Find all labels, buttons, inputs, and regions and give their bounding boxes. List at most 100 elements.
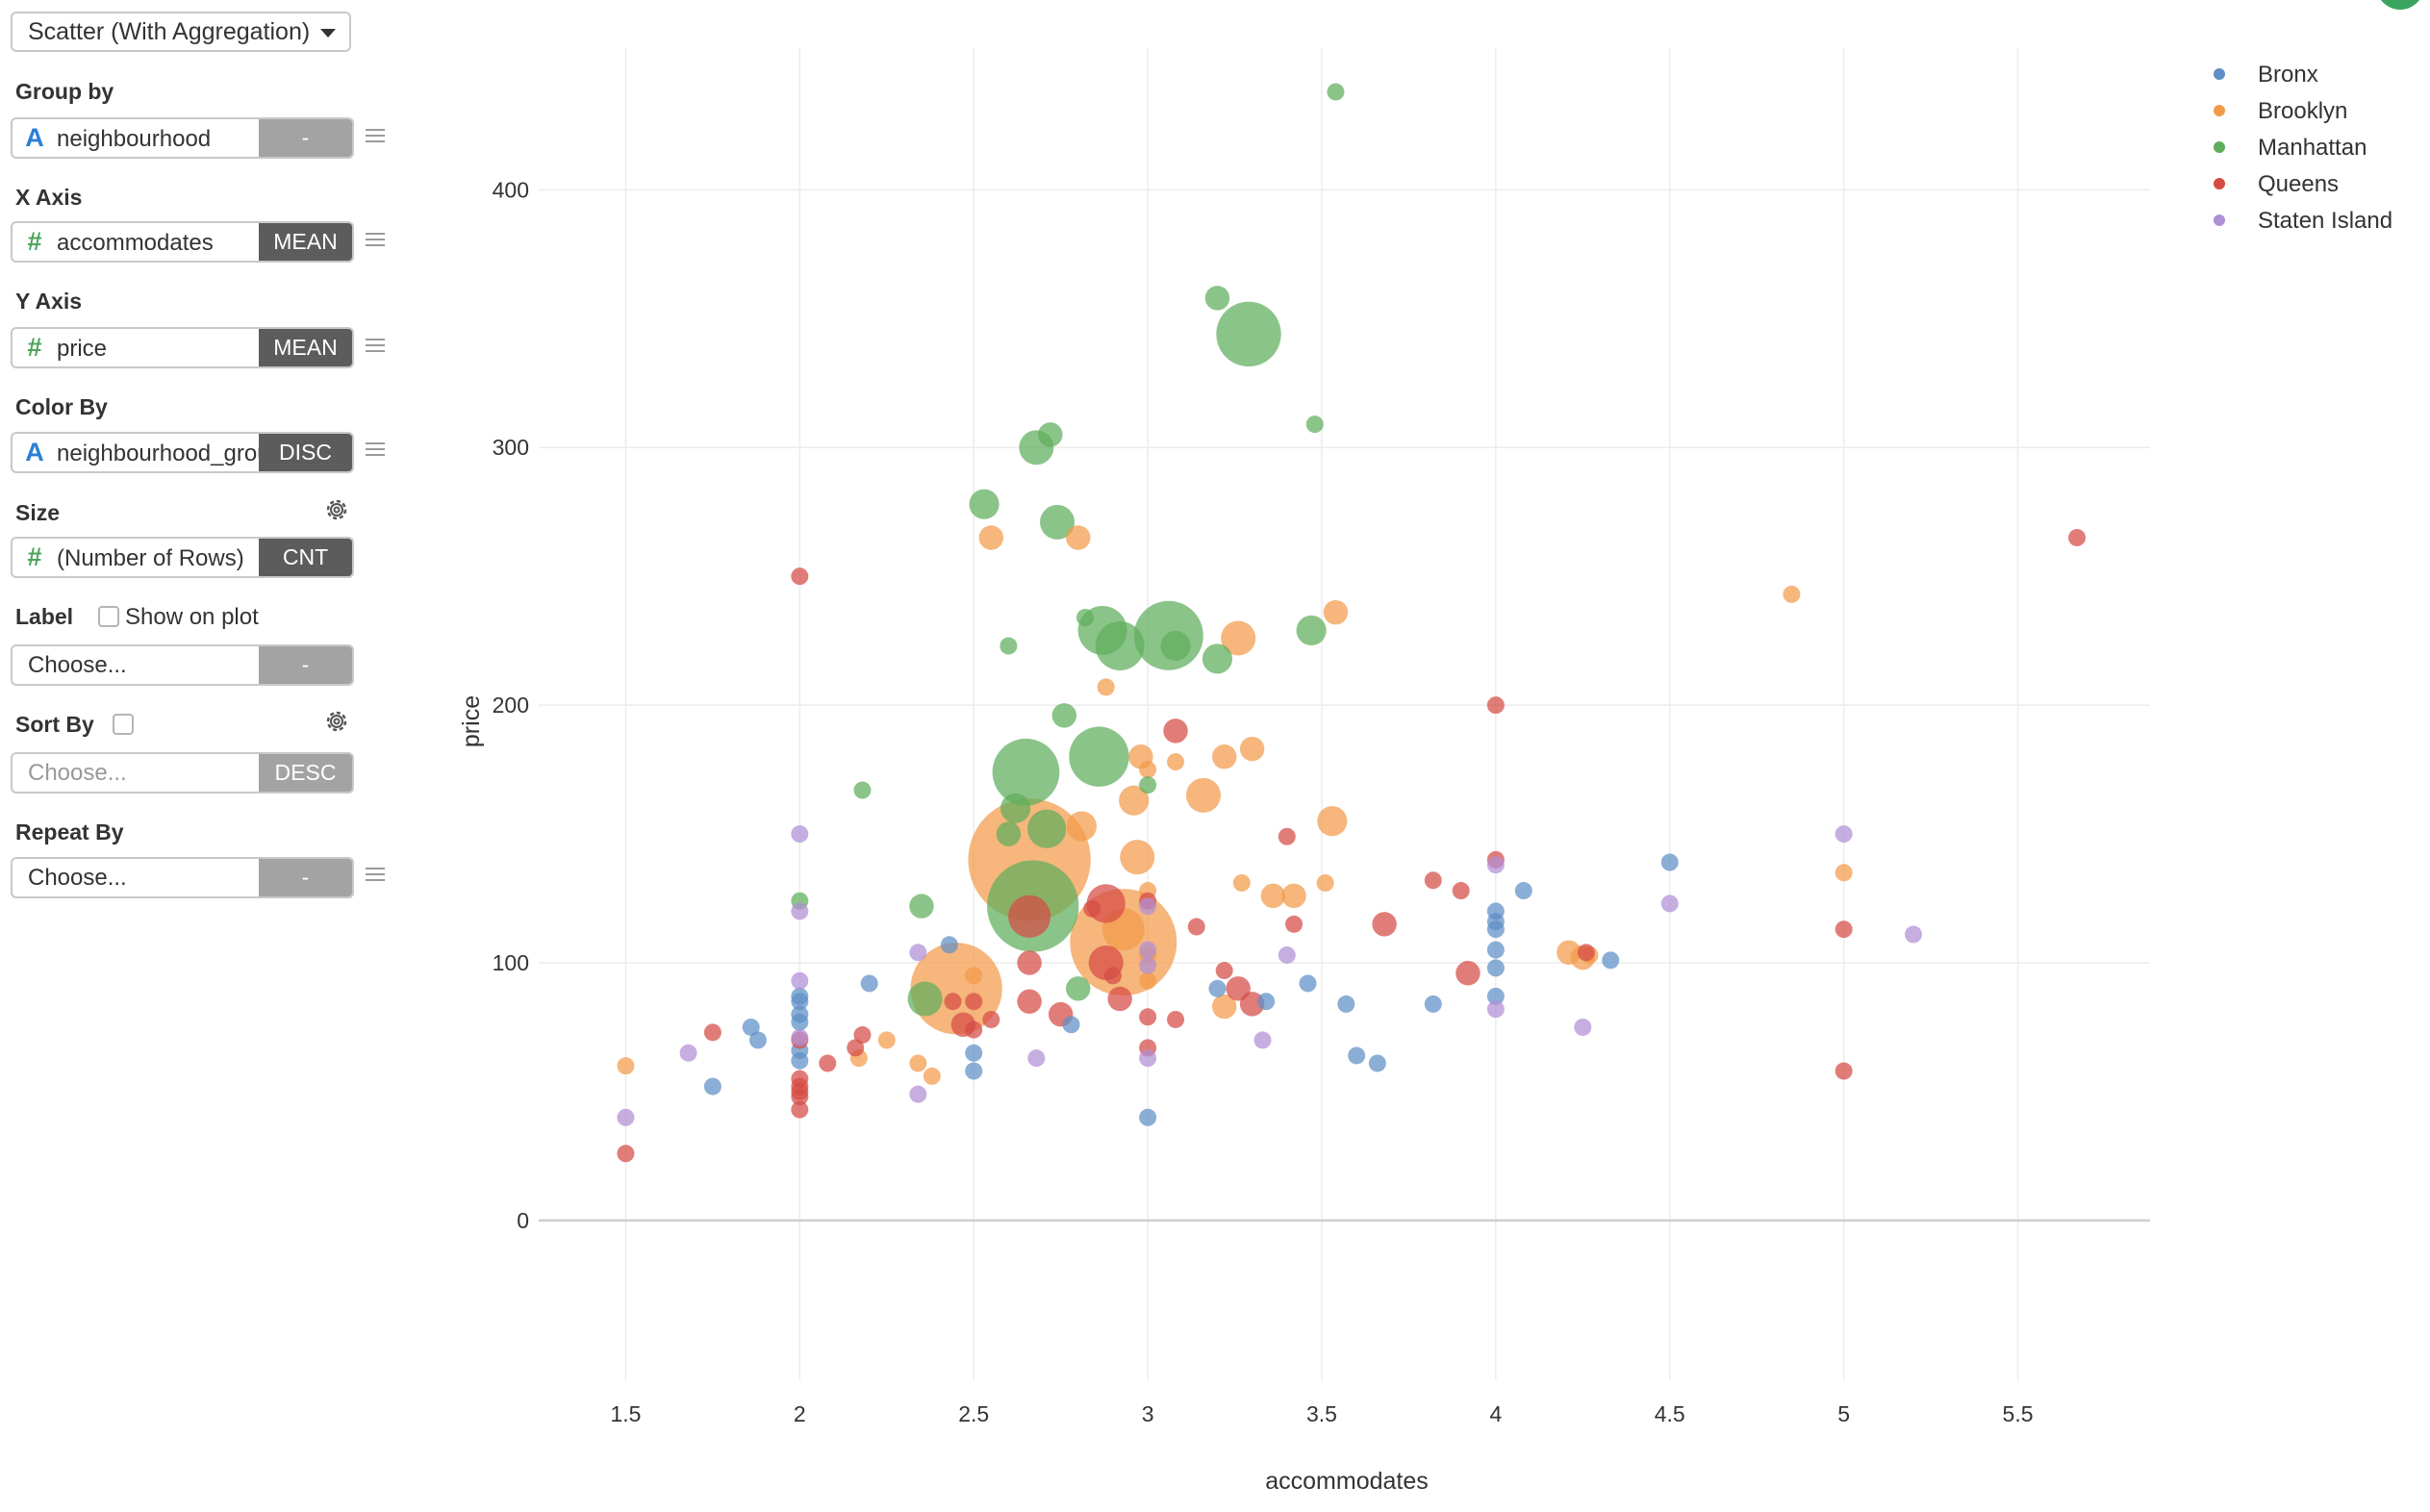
data-point-staten-island[interactable] — [1027, 1049, 1046, 1068]
data-point-brooklyn[interactable] — [909, 1054, 927, 1072]
data-point-bronx[interactable] — [1257, 993, 1276, 1011]
data-point-bronx[interactable] — [860, 974, 878, 993]
data-point-queens[interactable] — [1372, 912, 1397, 937]
data-point-manhattan[interactable] — [1204, 286, 1230, 311]
drag-handle-icon[interactable] — [366, 442, 385, 458]
data-point-brooklyn[interactable] — [1221, 620, 1256, 656]
data-point-staten-island[interactable] — [1486, 856, 1505, 874]
data-point-brooklyn[interactable] — [1232, 873, 1251, 892]
data-point-brooklyn[interactable] — [1281, 883, 1306, 909]
data-point-brooklyn[interactable] — [617, 1057, 635, 1075]
data-point-manhattan[interactable] — [909, 894, 934, 919]
x-axis-agg-button[interactable]: MEAN — [259, 223, 352, 261]
data-point-bronx[interactable] — [1368, 1054, 1386, 1072]
data-point-brooklyn[interactable] — [965, 967, 983, 985]
data-point-queens[interactable] — [1278, 827, 1296, 845]
data-point-manhattan[interactable] — [1000, 637, 1018, 655]
data-point-bronx[interactable] — [1486, 920, 1505, 939]
data-point-brooklyn[interactable] — [1323, 599, 1349, 625]
data-point-manhattan[interactable] — [1027, 809, 1067, 848]
data-point-queens[interactable] — [791, 1100, 809, 1119]
data-point-bronx[interactable] — [791, 1013, 809, 1031]
data-point-staten-island[interactable] — [1574, 1018, 1592, 1036]
data-point-manhattan[interactable] — [1066, 976, 1091, 1001]
data-point-bronx[interactable] — [1486, 987, 1505, 1005]
data-point-manhattan[interactable] — [1051, 703, 1077, 728]
data-point-queens[interactable] — [1452, 882, 1470, 900]
data-point-queens[interactable] — [1167, 1010, 1185, 1028]
data-point-brooklyn[interactable] — [1835, 864, 1853, 882]
data-point-bronx[interactable] — [791, 993, 809, 1011]
sort-by-field[interactable]: Choose... DESC — [11, 752, 354, 794]
data-point-queens[interactable] — [819, 1054, 837, 1072]
data-point-queens[interactable] — [853, 1026, 872, 1045]
data-point-staten-island[interactable] — [1139, 956, 1157, 974]
data-point-staten-island[interactable] — [791, 825, 809, 844]
data-point-bronx[interactable] — [1348, 1046, 1366, 1065]
data-point-queens[interactable] — [1017, 989, 1042, 1014]
data-point-queens[interactable] — [1835, 1062, 1853, 1080]
data-point-manhattan[interactable] — [1095, 621, 1145, 670]
gear-icon[interactable] — [323, 496, 350, 523]
data-point-staten-island[interactable] — [1278, 945, 1296, 964]
repeat-by-agg-button[interactable]: - — [259, 859, 352, 896]
data-point-staten-island[interactable] — [1253, 1031, 1272, 1049]
data-point-brooklyn[interactable] — [1139, 971, 1157, 990]
data-point-brooklyn[interactable] — [1316, 873, 1334, 892]
data-point-bronx[interactable] — [1660, 853, 1679, 871]
size-agg-button[interactable]: CNT — [259, 539, 352, 576]
data-point-staten-island[interactable] — [909, 1085, 927, 1103]
data-point-staten-island[interactable] — [1904, 925, 1922, 944]
data-point-queens[interactable] — [1163, 718, 1188, 743]
data-point-manhattan[interactable] — [1076, 609, 1094, 627]
drag-handle-icon[interactable] — [366, 339, 385, 354]
data-point-queens[interactable] — [791, 1077, 809, 1096]
data-point-bronx[interactable] — [965, 1044, 983, 1062]
sort-by-checkbox[interactable] — [113, 714, 134, 735]
data-point-queens[interactable] — [1083, 899, 1101, 918]
data-point-brooklyn[interactable] — [1167, 753, 1185, 771]
data-point-brooklyn[interactable] — [1097, 678, 1115, 696]
data-point-staten-island[interactable] — [1139, 897, 1157, 916]
data-point-manhattan[interactable] — [1216, 301, 1281, 367]
data-point-bronx[interactable] — [703, 1077, 721, 1096]
data-point-queens[interactable] — [1424, 871, 1442, 890]
data-point-bronx[interactable] — [1208, 979, 1227, 997]
data-point-brooklyn[interactable] — [1211, 743, 1237, 769]
data-point-queens[interactable] — [847, 1039, 865, 1057]
data-point-staten-island[interactable] — [791, 971, 809, 990]
data-point-brooklyn[interactable] — [877, 1031, 896, 1049]
data-point-staten-island[interactable] — [1139, 941, 1157, 959]
data-point-bronx[interactable] — [940, 936, 958, 954]
data-point-brooklyn[interactable] — [1066, 525, 1091, 550]
data-point-brooklyn[interactable] — [1239, 736, 1265, 762]
data-point-brooklyn[interactable] — [923, 1067, 941, 1085]
data-point-bronx[interactable] — [1514, 882, 1532, 900]
data-points[interactable] — [617, 83, 2087, 1163]
data-point-brooklyn[interactable] — [1139, 761, 1157, 779]
data-point-bronx[interactable] — [791, 1051, 809, 1070]
data-point-bronx[interactable] — [1486, 959, 1505, 977]
data-point-bronx[interactable] — [1299, 974, 1317, 993]
data-point-queens[interactable] — [982, 1010, 1000, 1028]
data-point-manhattan[interactable] — [992, 738, 1060, 806]
color-by-agg-button[interactable]: DISC — [259, 434, 352, 471]
data-point-brooklyn[interactable] — [1185, 777, 1221, 813]
data-point-bronx[interactable] — [1602, 951, 1620, 970]
sort-direction-button[interactable]: DESC — [259, 754, 352, 792]
drag-handle-icon[interactable] — [366, 868, 385, 883]
repeat-by-field[interactable]: Choose... - — [11, 857, 354, 898]
data-point-staten-island[interactable] — [1660, 895, 1679, 913]
data-point-staten-island[interactable] — [791, 1028, 809, 1046]
data-point-manhattan[interactable] — [853, 781, 872, 799]
label-agg-button[interactable]: - — [259, 646, 352, 684]
data-point-queens[interactable] — [1577, 944, 1595, 962]
data-point-brooklyn[interactable] — [1120, 840, 1155, 875]
data-point-brooklyn[interactable] — [978, 525, 1004, 550]
data-point-staten-island[interactable] — [909, 944, 927, 962]
data-point-queens[interactable] — [1215, 962, 1233, 980]
data-point-brooklyn[interactable] — [1066, 811, 1097, 842]
y-axis-field[interactable]: # price MEAN — [11, 327, 354, 368]
